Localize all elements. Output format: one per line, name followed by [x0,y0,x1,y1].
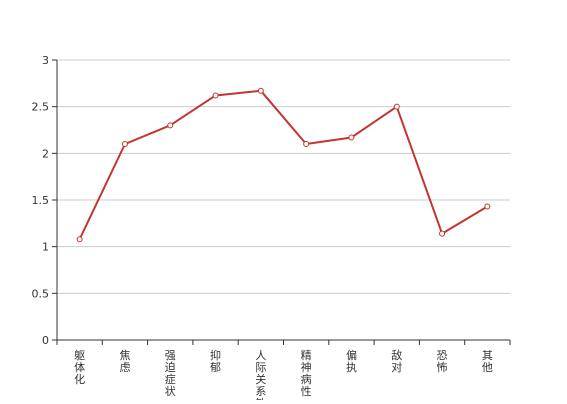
x-tick-label: 焦虑 [119,349,130,374]
data-point [303,141,310,147]
y-tick-label: 1 [42,241,49,254]
y-tick-label: 0 [42,334,49,347]
data-point [121,141,128,147]
x-tick-label: 其他 [482,349,493,374]
y-tick-label: 3 [42,54,49,67]
x-tick-label: 恐怖 [437,349,448,374]
data-point [76,236,83,243]
grid-lines [57,59,510,294]
y-tick-label: 2 [42,147,49,160]
series-line [78,89,488,240]
x-tick-label: 躯体化 [74,349,85,386]
data-point [348,134,355,141]
x-axis-ticks: 躯体化 焦虑 强迫症状 抑郁 人际关系敏感 精神病性 偏执 敌对 恐怖 其他 [56,340,511,404]
y-axis-ticks: 0 0.5 1 1.5 2 2.5 3 [32,54,57,347]
x-tick-label: 强迫症状 [165,349,176,398]
series [76,87,491,243]
data-point [167,122,174,129]
y-tick-label: 0.5 [32,287,50,300]
x-tick-label: 人际关系敏感 [255,349,266,400]
y-tick-label: 2.5 [32,101,50,114]
x-tick-label: 偏执 [346,348,357,374]
data-point [257,87,264,94]
y-tick-label: 1.5 [32,194,50,207]
data-point [439,230,446,237]
data-point [212,92,219,99]
x-tick-label: 抑郁 [210,348,221,374]
data-point [484,203,491,210]
x-tick-label: 精神病性 [301,349,312,398]
x-tick-label: 敌对 [391,348,402,374]
data-point [393,103,400,110]
